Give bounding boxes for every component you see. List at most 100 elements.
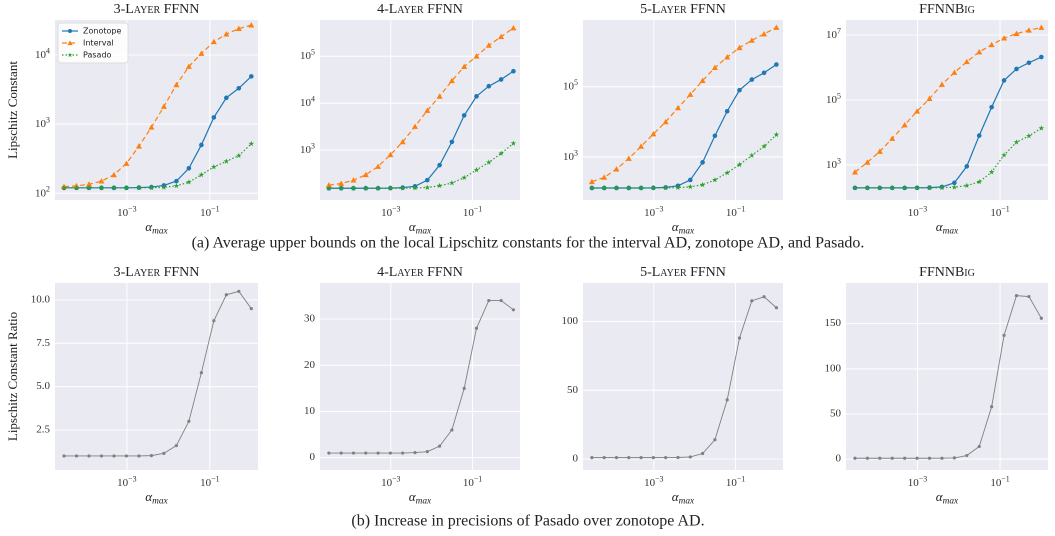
marker xyxy=(773,131,780,138)
marker xyxy=(461,113,467,118)
y-tick-label: 103 xyxy=(35,115,50,129)
y-tick-label: 30 xyxy=(304,313,316,325)
marker xyxy=(412,184,418,191)
marker xyxy=(211,115,217,120)
y-tick-label: 2.5 xyxy=(36,423,50,435)
marker xyxy=(87,454,91,458)
y-axis-label: Lipschitz Constant Ratio xyxy=(5,312,20,441)
marker xyxy=(627,456,631,460)
marker xyxy=(736,161,743,168)
marker xyxy=(350,177,357,183)
plot-area xyxy=(846,283,1048,470)
marker xyxy=(339,451,343,455)
marker xyxy=(650,130,657,137)
marker xyxy=(498,33,505,40)
marker xyxy=(473,53,480,59)
marker xyxy=(350,185,357,191)
series-line xyxy=(328,142,514,189)
marker xyxy=(162,451,166,455)
marker xyxy=(498,77,504,82)
marker xyxy=(449,180,455,186)
marker xyxy=(625,155,632,161)
marker xyxy=(1013,139,1020,145)
marker xyxy=(235,25,242,32)
chart-title: 5-Layer FFNN xyxy=(640,2,726,17)
marker xyxy=(761,30,768,37)
series-line xyxy=(591,296,777,459)
series-line xyxy=(591,134,777,189)
marker xyxy=(173,182,180,189)
marker xyxy=(939,184,945,191)
x-tick-label: 10−1 xyxy=(726,204,745,218)
marker xyxy=(325,182,332,188)
marker xyxy=(237,289,241,293)
marker xyxy=(338,185,345,191)
marker xyxy=(186,179,192,185)
marker xyxy=(424,177,430,183)
marker xyxy=(737,87,742,93)
marker xyxy=(123,160,130,166)
marker xyxy=(413,450,417,455)
marker xyxy=(613,166,620,172)
marker xyxy=(687,91,694,97)
marker xyxy=(98,184,105,191)
marker xyxy=(926,184,933,191)
marker xyxy=(852,184,858,191)
marker xyxy=(700,451,705,456)
marker xyxy=(864,159,871,165)
marker xyxy=(85,181,92,187)
marker xyxy=(927,456,932,460)
marker xyxy=(1027,294,1031,299)
marker xyxy=(211,164,217,170)
marker xyxy=(223,158,230,164)
marker xyxy=(951,69,958,75)
marker xyxy=(376,451,380,455)
marker xyxy=(748,152,755,158)
series-line xyxy=(854,26,1042,173)
caption: (a) Average upper bounds on the local Li… xyxy=(192,235,865,252)
marker xyxy=(424,107,431,113)
marker xyxy=(461,174,468,181)
marker xyxy=(148,124,155,130)
x-tick-label: 10−1 xyxy=(990,474,1009,488)
marker xyxy=(1026,132,1032,139)
marker xyxy=(712,133,718,139)
marker xyxy=(601,184,608,191)
plot-area xyxy=(320,20,520,200)
marker xyxy=(851,169,858,175)
marker xyxy=(161,184,167,190)
marker xyxy=(988,41,995,48)
marker xyxy=(736,44,743,51)
marker xyxy=(450,428,454,432)
marker xyxy=(462,386,466,390)
marker xyxy=(224,95,229,101)
marker xyxy=(750,299,754,303)
y-tick-label: 20 xyxy=(304,359,316,371)
x-tick-label: 10−3 xyxy=(908,204,927,218)
marker xyxy=(650,184,657,191)
marker xyxy=(186,165,192,171)
chart-title: FFNNBig xyxy=(919,2,975,17)
marker xyxy=(952,456,956,460)
marker xyxy=(326,185,332,191)
marker xyxy=(749,77,755,82)
legend-marker xyxy=(68,29,72,33)
marker xyxy=(601,174,608,180)
marker xyxy=(1001,152,1007,158)
marker xyxy=(511,308,516,312)
marker xyxy=(425,450,429,454)
marker xyxy=(187,419,191,423)
marker xyxy=(889,184,896,191)
marker xyxy=(965,453,969,458)
marker xyxy=(989,104,994,110)
x-tick-label: 10−3 xyxy=(644,474,663,488)
chart-title: 3-Layer FFNN xyxy=(114,2,200,17)
marker xyxy=(149,454,154,458)
marker xyxy=(498,150,504,156)
marker xyxy=(248,140,255,147)
marker xyxy=(388,451,392,455)
marker xyxy=(110,171,117,178)
marker xyxy=(401,451,405,455)
marker xyxy=(588,178,595,185)
marker xyxy=(1014,294,1019,298)
